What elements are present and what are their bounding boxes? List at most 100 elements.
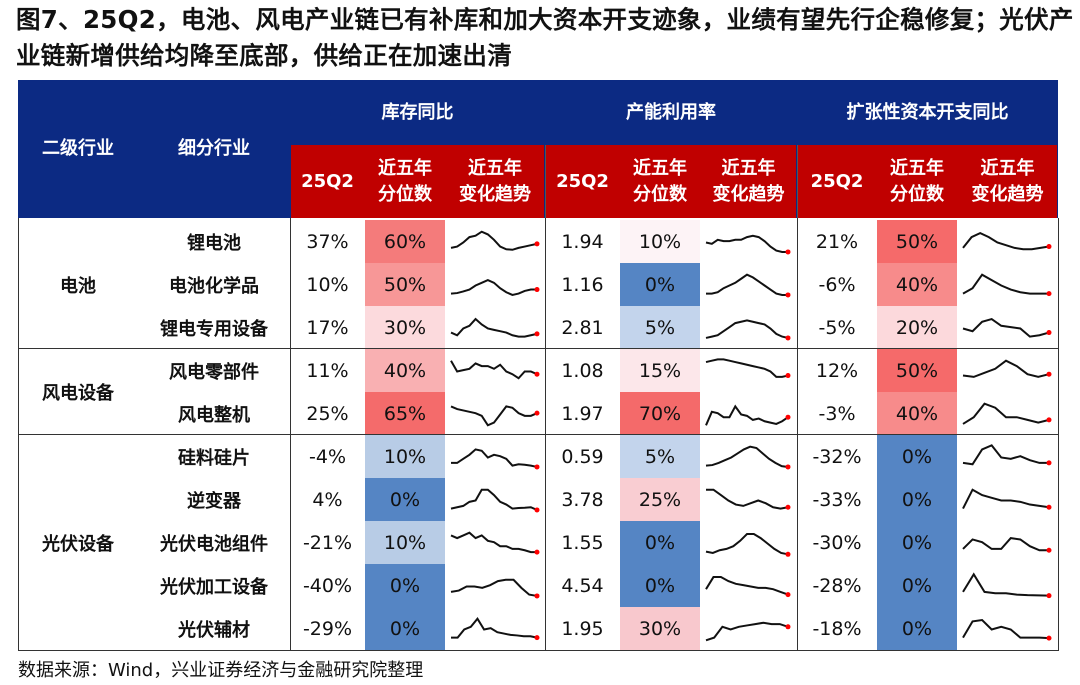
inv-trend-sparkline	[451, 448, 540, 470]
cap-percentile: 5%	[620, 435, 700, 478]
cap-value: 3.78	[561, 488, 604, 511]
capex-value: -18%	[812, 617, 862, 640]
cap-trend-sparkline	[705, 445, 791, 470]
inv-trend-sparkline	[450, 230, 540, 251]
header-level2-industry: 二级行业	[42, 138, 114, 159]
cap-value: 1.95	[561, 617, 604, 640]
inv-value: 10%	[306, 273, 349, 296]
sub-industry-label: 光伏辅材	[178, 619, 250, 641]
trend-line	[962, 317, 1050, 338]
latest-point-marker	[534, 410, 540, 416]
capex-value: -5%	[818, 316, 856, 339]
trend-line	[450, 531, 537, 554]
trend-line	[706, 488, 789, 510]
capex-trend-sparkline	[962, 359, 1052, 378]
capex-trend-sparkline	[962, 444, 1052, 466]
latest-point-marker	[534, 241, 540, 247]
industry-group-label: 光伏设备	[42, 533, 114, 555]
trend-line	[705, 234, 788, 253]
cap-trend-sparkline	[706, 273, 791, 298]
latest-point-marker	[534, 507, 540, 513]
trend-line	[450, 279, 537, 296]
trend-line	[705, 319, 789, 339]
sub-industry-label: 硅料硅片	[178, 447, 250, 469]
inv-value: 4%	[312, 488, 343, 511]
latest-point-marker	[1046, 635, 1052, 641]
latest-point-marker	[534, 464, 540, 470]
subheader-trend: 近五年 变化趋势	[459, 157, 531, 205]
trend-line	[962, 402, 1050, 425]
trend-line	[450, 230, 538, 251]
cap-value: 1.08	[561, 359, 604, 382]
inv-percentile: 40%	[365, 349, 445, 392]
latest-point-marker	[785, 464, 791, 470]
latest-point-marker	[785, 551, 791, 557]
sub-industry-label: 风电整机	[178, 404, 250, 426]
inv-trend-sparkline	[450, 317, 540, 338]
column-divider	[545, 218, 546, 651]
latest-point-marker	[1046, 244, 1052, 250]
inv-value: 17%	[306, 316, 349, 339]
inv-trend-sparkline	[450, 405, 540, 427]
trend-line	[705, 533, 789, 556]
latest-point-marker	[1046, 460, 1052, 466]
latest-point-marker	[1046, 330, 1052, 336]
inv-value: -21%	[302, 531, 353, 554]
column-divider	[797, 218, 798, 651]
subheader-trend: 近五年 变化趋势	[971, 157, 1044, 205]
cap-value: 1.55	[561, 531, 604, 554]
latest-point-marker	[1046, 593, 1052, 599]
cap-percentile: 0%	[620, 564, 700, 607]
capex-trend-sparkline	[962, 488, 1052, 510]
capex-value: -3%	[818, 402, 856, 425]
capex-trend-sparkline	[962, 618, 1052, 641]
header-sub-industry: 细分行业	[178, 138, 250, 159]
inv-percentile: 50%	[365, 263, 445, 306]
header-group-2: 扩张性资本开支同比	[846, 101, 1009, 123]
inv-percentile: 0%	[365, 607, 445, 650]
inv-value: 25%	[306, 402, 349, 425]
trend-line	[450, 360, 538, 380]
latest-point-marker	[785, 292, 791, 298]
trend-line	[705, 404, 789, 426]
subheader-band	[291, 145, 544, 218]
inv-percentile: 60%	[365, 220, 445, 263]
trend-line	[450, 578, 538, 597]
trend-line	[962, 572, 1050, 597]
capex-value: -32%	[812, 445, 862, 468]
trend-line	[451, 616, 538, 639]
capex-percentile: 0%	[877, 435, 957, 478]
latest-point-marker	[534, 593, 540, 599]
cap-trend-sparkline	[705, 621, 791, 642]
cap-percentile: 5%	[620, 306, 700, 349]
inv-value: 11%	[306, 359, 349, 382]
header-group-0: 库存同比	[381, 101, 454, 123]
subheader-period: 25Q2	[810, 170, 864, 192]
sub-industry-label: 锂电专用设备	[160, 318, 268, 340]
cap-percentile: 70%	[620, 392, 700, 435]
capex-value: 21%	[815, 230, 859, 253]
inv-trend-sparkline	[450, 360, 540, 380]
trend-line	[450, 317, 538, 338]
cap-trend-sparkline	[705, 533, 791, 557]
inv-value: -29%	[302, 617, 353, 640]
sub-industry-label: 光伏加工设备	[160, 576, 268, 598]
cap-value: 2.81	[561, 316, 604, 339]
trend-line	[450, 405, 538, 427]
latest-point-marker	[785, 624, 791, 630]
subheader-divider	[797, 145, 798, 218]
cap-value: 1.16	[561, 273, 604, 296]
capex-trend-sparkline	[962, 402, 1052, 425]
latest-point-marker	[785, 335, 791, 341]
trend-line	[705, 445, 789, 468]
capex-trend-sparkline	[962, 231, 1052, 251]
cap-trend-sparkline	[705, 319, 791, 341]
inv-percentile: 10%	[365, 435, 445, 478]
sub-industry-label: 锂电池	[187, 232, 241, 254]
latest-point-marker	[1046, 371, 1052, 377]
subheader-band	[798, 145, 1057, 218]
trend-line	[706, 273, 788, 296]
inv-percentile: 65%	[365, 392, 445, 435]
latest-point-marker	[785, 373, 791, 379]
header-group-1: 产能利用率	[626, 101, 716, 123]
